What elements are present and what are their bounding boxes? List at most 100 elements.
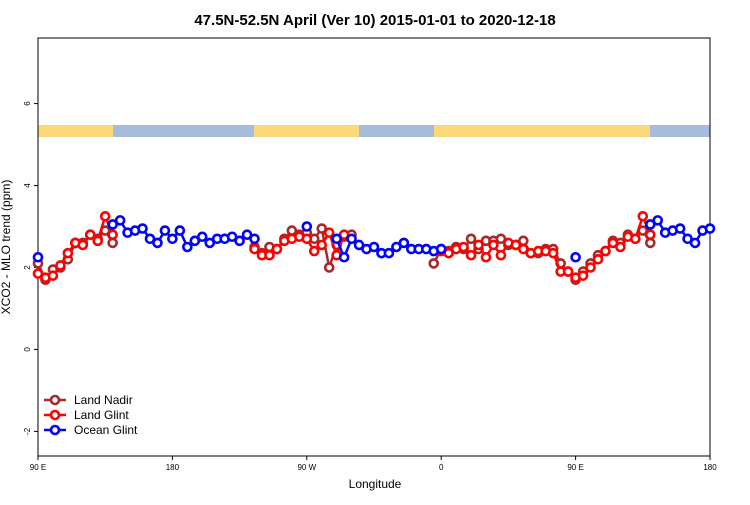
ocean-strip [359,125,434,137]
y-tick-label: 2 [23,265,32,270]
data-point [107,229,118,241]
data-point [32,251,44,263]
data-point [331,233,342,245]
data-point [630,233,641,245]
data-point [144,233,156,245]
x-tick-label: 90 E [30,463,46,472]
data-point [600,245,611,257]
chart-title: 47.5N-52.5N April (Ver 10) 2015-01-01 to… [194,12,555,29]
data-point [346,233,357,245]
land-strip [434,125,650,137]
data-point [323,262,335,273]
data-point [338,251,350,263]
data-point [652,215,664,226]
data-point [114,215,126,226]
data-point [32,268,44,279]
data-point [271,243,283,255]
data-point [689,237,701,249]
data-point [570,251,581,263]
data-point [562,266,574,277]
data-point [435,243,447,255]
legend-label: Ocean Glint [74,423,138,437]
data-point [107,237,118,249]
data-point [241,229,253,241]
legend-label: Land Nadir [74,393,133,407]
data-point [704,223,716,234]
data-point [607,237,619,249]
data-point [592,253,604,265]
x-tick-label: 90 E [567,463,583,472]
legend-label: Land Glint [74,408,129,422]
data-point [398,237,410,249]
data-point [644,219,656,230]
land-strip [38,125,113,137]
data-point [249,233,260,245]
data-point [174,225,186,236]
data-point [84,229,96,241]
data-point [458,241,469,253]
data-point [62,247,74,259]
data-point [480,251,492,263]
data-point [637,210,649,222]
ocean-strip [650,125,710,137]
data-point [196,231,208,243]
data-point [189,235,201,247]
data-point [55,260,66,271]
data-point [488,239,499,251]
data-point [264,249,275,261]
data-point [547,247,559,259]
x-tick-label: 180 [166,463,180,472]
legend-swatch-point [49,394,61,406]
data-point [167,233,178,245]
data-point [137,223,148,234]
y-tick-label: 4 [23,183,32,188]
land-strip [254,125,359,137]
data-point [182,241,193,253]
data-point [495,233,507,245]
y-tick-label: -2 [23,427,32,435]
data-point [338,229,350,241]
data-point [577,270,589,281]
x-axis-label: Longitude [349,477,402,491]
data-point [152,237,163,249]
data-point [107,219,118,230]
legend-swatch-point [49,409,61,421]
y-axis-label: XCO2 - MLO trend (ppm) [0,180,13,315]
data-point [99,210,111,222]
data-point [47,270,59,281]
y-tick-label: 6 [23,101,32,106]
data-point [301,221,313,232]
data-point [234,235,245,247]
data-point [308,245,320,257]
data-point [644,229,656,241]
data-point [77,239,89,251]
surface-strip [38,125,710,137]
data-point [301,233,313,245]
x-tick-label: 180 [703,463,717,472]
data-point [391,241,402,253]
data-point [316,239,328,251]
data-point [518,243,529,255]
data-point [674,223,686,234]
data-point [368,241,380,253]
data-point [465,249,477,261]
data-point [316,223,328,234]
data-point [323,227,335,238]
plot-frame [37,37,711,457]
x-tick-label: 0 [439,463,444,472]
y-tick-label: 0 [23,347,32,352]
series [32,215,716,263]
series [32,210,656,284]
data-point [204,237,216,249]
data-point [383,247,395,259]
data-point [465,233,477,245]
data-point [249,243,260,255]
legend-swatch-point [49,424,61,436]
data-point [159,225,171,236]
data-point [510,239,522,251]
data-point [644,237,656,249]
data-point [428,258,440,269]
data-point [585,262,596,273]
data-point [495,249,507,261]
